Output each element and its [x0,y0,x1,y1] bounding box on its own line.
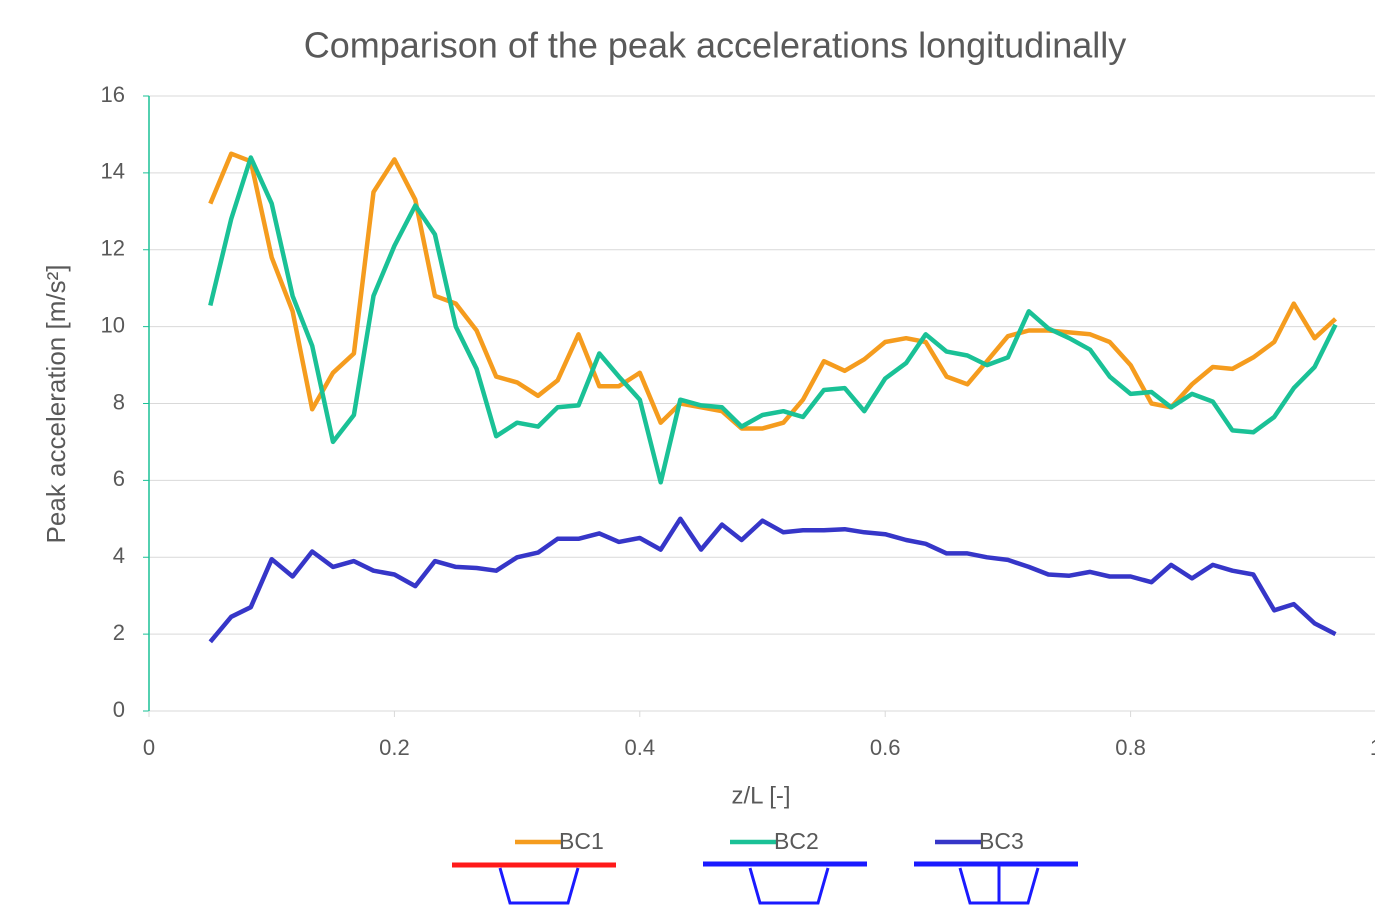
y-tick-label: 10 [101,312,125,337]
line-series [208,155,1338,485]
x-tick-label: 0.4 [625,735,656,760]
line-series [208,151,1338,431]
legend-label: BC2 [774,828,819,854]
y-tick-label: 0 [113,697,125,722]
y-tick-label: 4 [113,543,125,568]
chart-title: Comparison of the peak accelerations lon… [304,25,1126,66]
y-tick-label: 12 [101,236,125,261]
y-tick-label: 6 [113,466,125,491]
section-bc1 [498,867,580,905]
x-tick-label: 0.8 [1115,735,1146,760]
y-tick-label: 2 [113,620,125,645]
cross-sections [452,861,1078,905]
x-tick-label: 1 [1370,735,1375,760]
section-bc3 [958,866,1040,905]
x-tick-label: 0.6 [870,735,901,760]
x-tick-label: 0.2 [379,735,410,760]
legend-label: BC1 [559,828,604,854]
section-bc2 [748,867,830,905]
line-series [208,516,1337,644]
x-axis-label: z/L [-] [731,782,790,809]
y-tick-label: 16 [101,82,125,107]
y-tick-label: 14 [101,159,125,184]
y-tick-label: 8 [113,389,125,414]
legend-label: BC3 [979,828,1024,854]
y-axis-label: Peak acceleration [m/s²] [41,265,71,544]
x-tick-label: 0 [143,735,155,760]
